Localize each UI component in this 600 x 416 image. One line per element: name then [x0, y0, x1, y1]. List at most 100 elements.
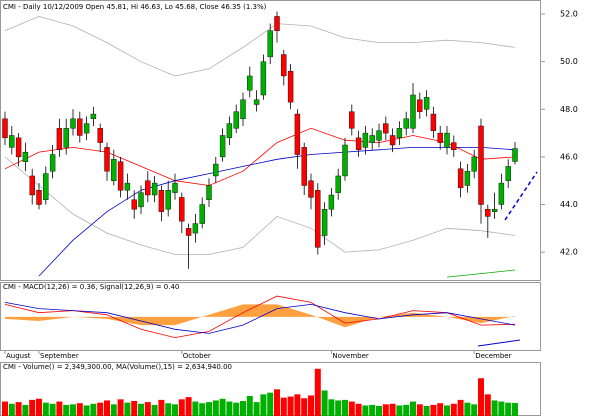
candle-body [294, 113, 301, 155]
candle-body [226, 123, 233, 139]
volume-bar [233, 402, 240, 416]
candle-body [56, 128, 63, 150]
candle-body [233, 111, 239, 129]
candle-body [267, 30, 273, 58]
candle-body [335, 175, 341, 193]
candle-body [349, 111, 355, 129]
candle-body [43, 173, 49, 200]
y-tick-label: 44.0 [560, 200, 578, 209]
candle-body [77, 118, 83, 136]
candle-body [36, 190, 42, 205]
trend-line [477, 339, 521, 347]
volume-bar [8, 403, 15, 416]
candle-body [389, 135, 396, 146]
volume-bar [2, 401, 8, 416]
candle-body [308, 180, 314, 198]
volume-bar [212, 400, 219, 416]
candle-body [423, 97, 430, 110]
volume-bar [97, 402, 104, 416]
volume-bar [498, 401, 505, 416]
volume-bar [450, 403, 457, 416]
candle-body [281, 54, 287, 77]
month-label: September [40, 352, 79, 360]
candle-body [403, 118, 409, 129]
candle-body [124, 182, 131, 191]
candle-body [63, 128, 69, 148]
volume-bar [457, 399, 464, 416]
candle-body [213, 163, 219, 177]
candle-body [376, 130, 382, 141]
overlay-line [38, 147, 516, 277]
volume-bar [301, 398, 308, 416]
candle-body [104, 147, 110, 172]
candle-body [485, 209, 491, 217]
candle-body [342, 144, 348, 177]
volume-bar [342, 399, 348, 416]
candle-body [219, 135, 226, 158]
volume-bar [437, 403, 444, 416]
candle-body [417, 99, 423, 112]
volume-bar [110, 404, 117, 416]
candle-body [15, 137, 22, 158]
macd-line [4, 302, 516, 334]
volume-bar [410, 401, 416, 416]
candle-body [131, 199, 137, 210]
volume-bar [505, 402, 512, 416]
volume-bar [83, 405, 90, 416]
candle-body [260, 61, 267, 96]
month-label: October [183, 352, 211, 360]
candle-body [192, 223, 199, 234]
volume-bar [131, 401, 138, 416]
candle-body [444, 132, 450, 148]
volume-bar [185, 397, 192, 416]
candle-body [165, 190, 171, 210]
volume-bar [389, 403, 396, 416]
candle-body [498, 182, 505, 205]
candle-body [478, 125, 484, 205]
y-tick-label: 48.0 [560, 105, 578, 114]
candle-body [464, 170, 471, 186]
candle-body [457, 168, 464, 189]
volume-bar [76, 403, 83, 416]
overlay-line [4, 156, 516, 255]
volume-bar [56, 401, 63, 416]
candle-body [185, 228, 192, 236]
price-title: CMI - Daily 10/12/2009 Open 45.81, Hi 46… [3, 3, 267, 11]
volume-bar [464, 402, 471, 416]
candle-body [199, 204, 205, 224]
candle-body [471, 156, 477, 172]
candle-body [22, 151, 29, 162]
volume-bar [29, 399, 36, 416]
candle-body [29, 175, 35, 196]
volume-bar [403, 404, 410, 416]
candle-body [151, 182, 158, 196]
volume-bar [246, 396, 253, 416]
volume-bar [423, 406, 430, 416]
overlay-line [446, 269, 516, 278]
volume-bar [430, 404, 437, 416]
volume-bar [70, 404, 76, 416]
volume-bar [22, 404, 29, 416]
volume-bar [348, 401, 355, 416]
volume-bar [253, 402, 260, 416]
volume-bar [178, 399, 185, 416]
candle-body [111, 159, 117, 181]
candle-body [301, 147, 307, 186]
volume-bar [335, 400, 342, 416]
volume-bar [206, 402, 212, 416]
volume-bar [274, 389, 280, 416]
volume-bar [138, 403, 144, 416]
candle-body [315, 190, 321, 248]
month-label: December [475, 352, 511, 360]
volume-bar [382, 404, 389, 416]
volume-bar [151, 404, 158, 416]
volume-bar [15, 402, 22, 416]
volume-bar [294, 394, 301, 416]
candle-body [240, 99, 246, 120]
candle-body [117, 161, 124, 191]
volume-bar [369, 404, 376, 416]
volume-bar [36, 398, 42, 416]
volume-bar [396, 405, 403, 416]
volume-bar [314, 368, 321, 416]
